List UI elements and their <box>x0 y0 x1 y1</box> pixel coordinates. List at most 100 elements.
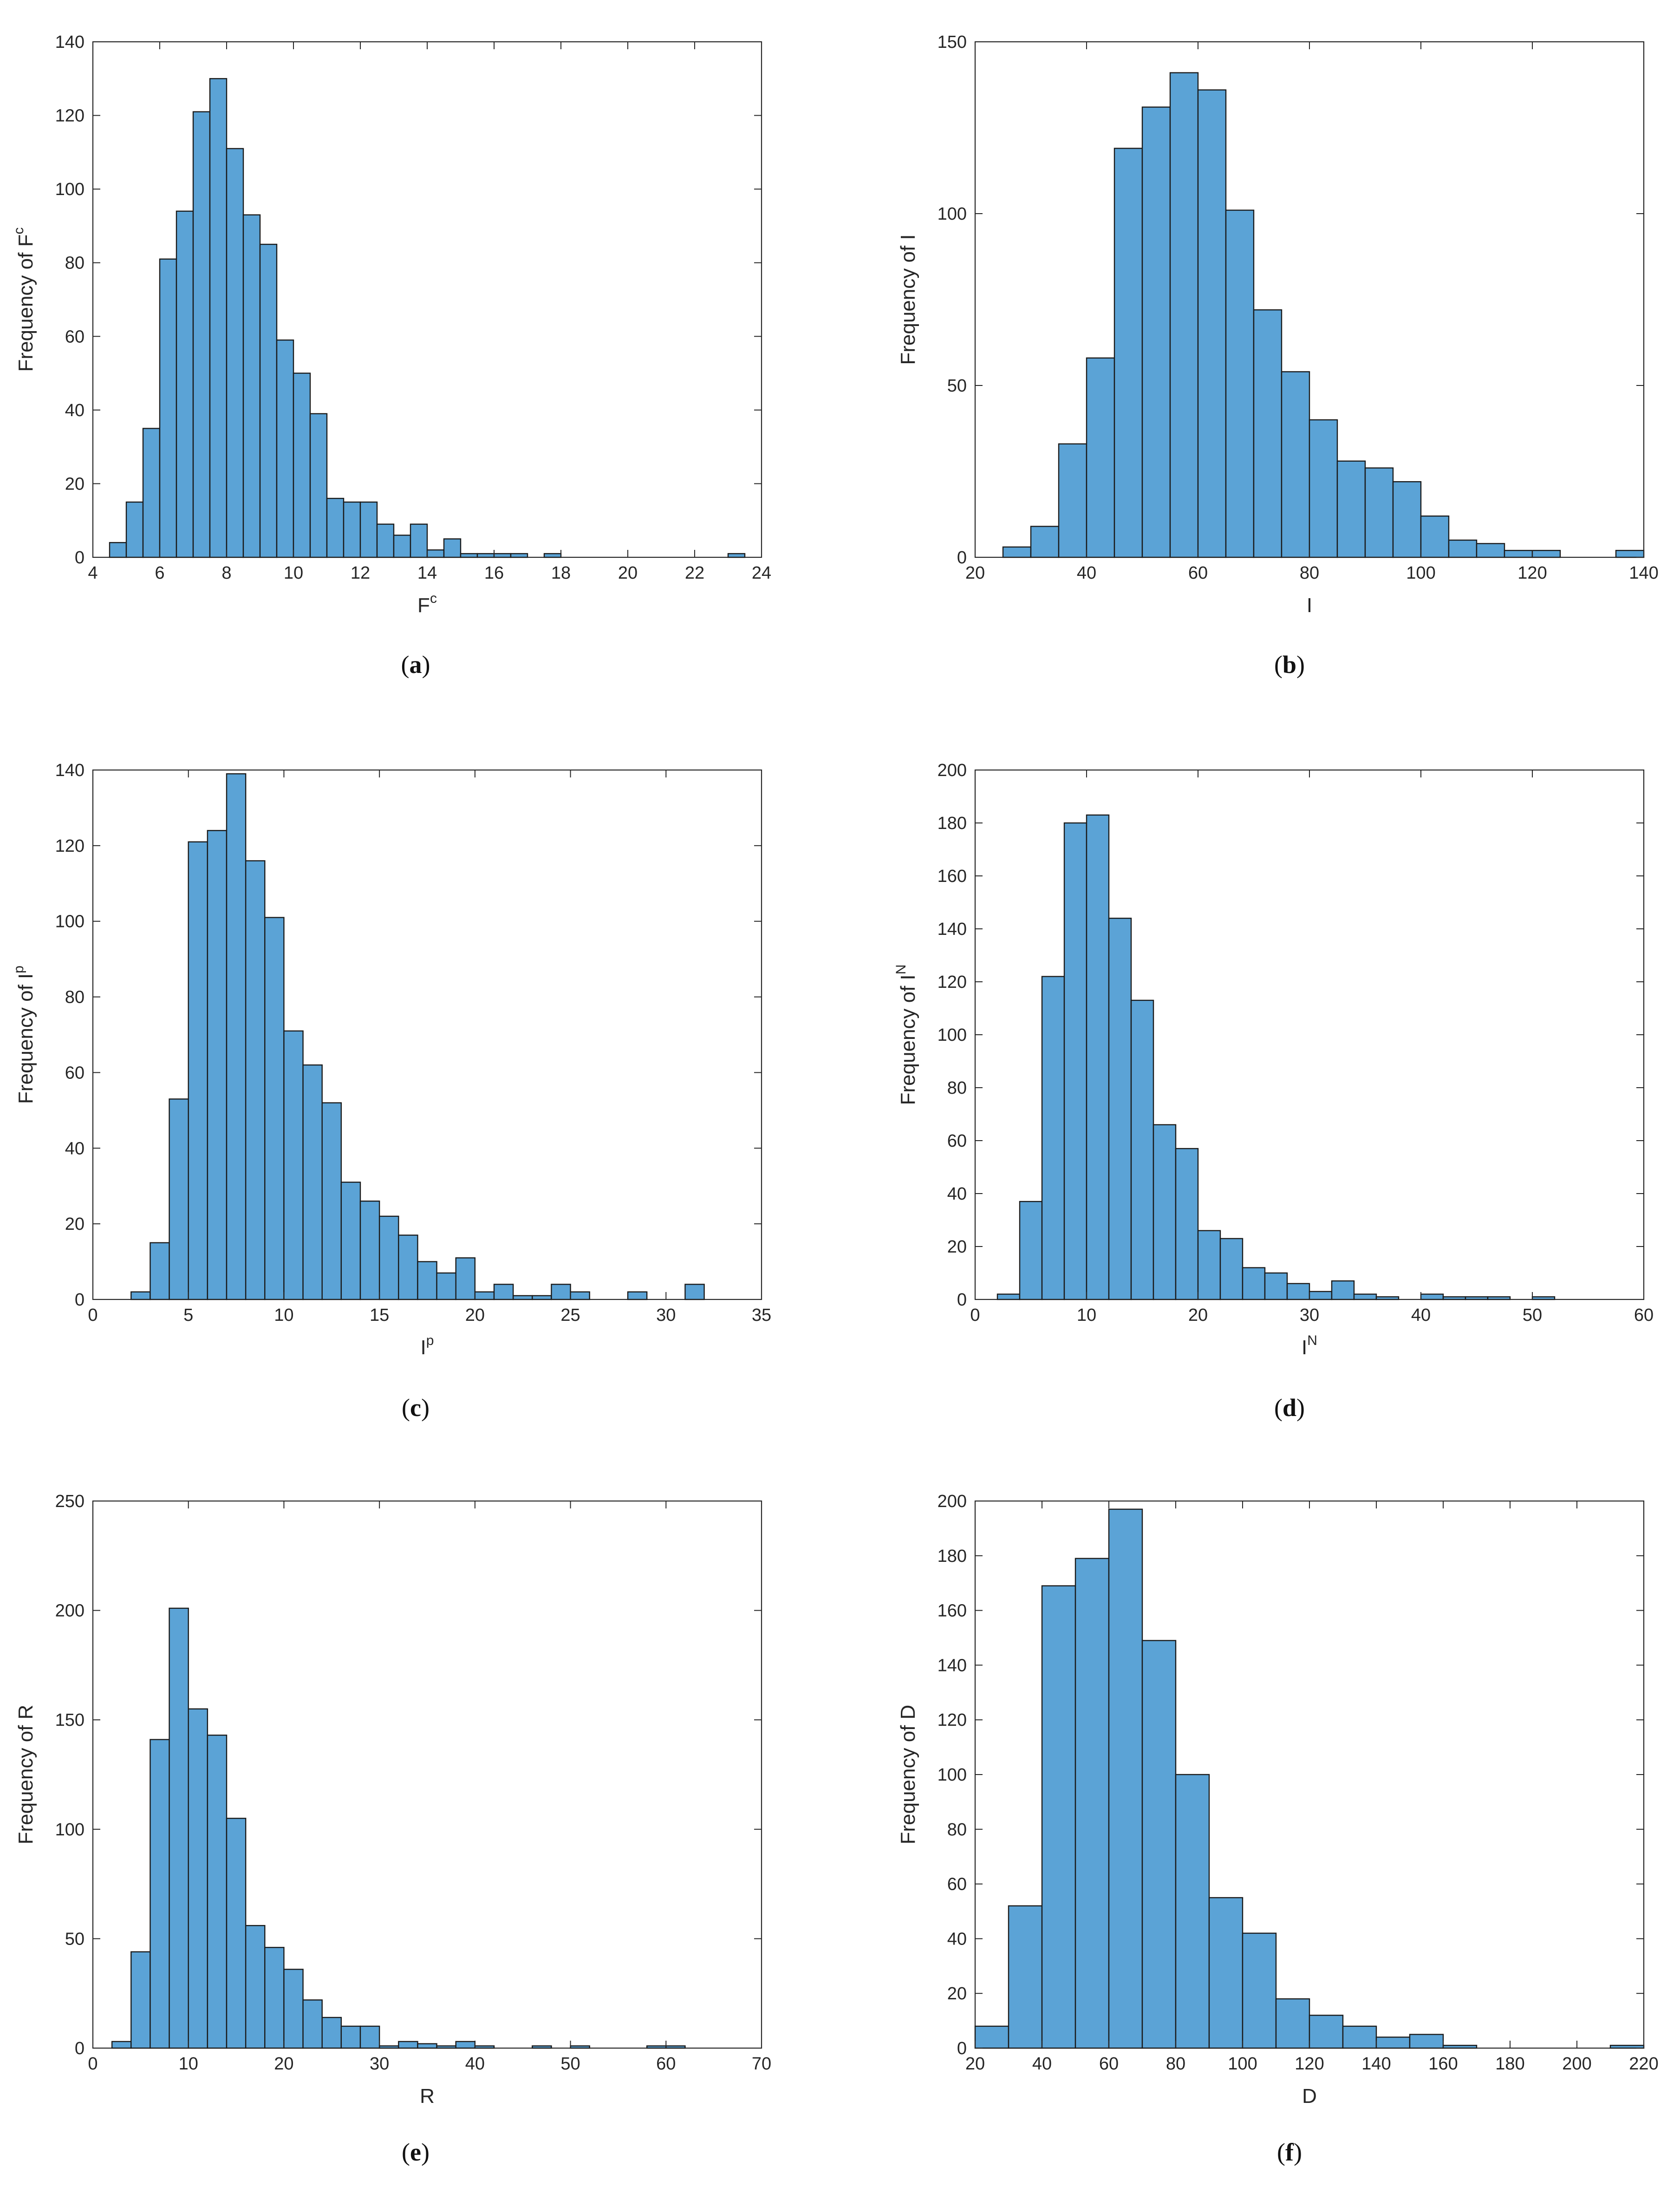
histogram-bar <box>1197 1230 1221 1300</box>
histogram-bar <box>627 1291 648 1300</box>
histogram-bar <box>1074 1558 1110 2049</box>
histogram-bar <box>1531 1296 1556 1300</box>
y-axis-label: Frequency of R <box>14 1705 37 1845</box>
histogram-bar <box>1197 89 1227 558</box>
histogram-bar <box>1058 443 1087 558</box>
x-tick-label: 35 <box>752 1305 771 1325</box>
histogram-bar <box>1169 72 1199 558</box>
histogram-bar <box>1448 539 1478 558</box>
histogram-bar <box>264 1947 285 2049</box>
histogram-bar <box>1331 1280 1355 1300</box>
x-tick-label: 30 <box>656 1305 676 1325</box>
y-tick-label: 100 <box>938 1765 967 1785</box>
x-tick-label: 20 <box>618 563 638 583</box>
panel-caption-c: (c) <box>402 1394 430 1422</box>
histogram-bar <box>1242 1267 1266 1300</box>
x-axis-label-base: D <box>1302 2085 1317 2108</box>
histogram-bar <box>188 841 208 1300</box>
x-tick-label: 30 <box>1300 1305 1319 1325</box>
x-tick-label: 80 <box>1300 563 1319 583</box>
x-axis-label-superscript: p <box>426 1333 434 1348</box>
x-tick-label: 10 <box>179 2054 198 2074</box>
y-axis-label-base: Frequency of I <box>897 974 919 1105</box>
y-tick-label: 40 <box>947 1929 967 1949</box>
histogram-bar <box>1002 546 1032 558</box>
y-tick-label: 80 <box>947 1078 967 1098</box>
histogram-bar <box>974 2025 1009 2049</box>
x-axis-label: IN <box>1302 1333 1317 1359</box>
histogram-bar <box>1041 976 1065 1300</box>
histogram-bar <box>436 1272 456 1300</box>
histogram-bar <box>264 917 285 1300</box>
histogram-bar <box>150 1739 170 2049</box>
histogram-bar <box>1113 148 1143 558</box>
histogram-bar <box>302 1999 323 2049</box>
histogram-bar <box>1019 1201 1043 1300</box>
x-tick-label: 60 <box>1634 1305 1654 1325</box>
x-tick-label: 15 <box>370 1305 389 1325</box>
histogram-bar <box>417 2043 437 2049</box>
y-tick-label: 60 <box>65 327 85 346</box>
histogram-bar <box>109 542 127 558</box>
x-tick-label: 5 <box>183 1305 193 1325</box>
histogram-bar <box>1442 2044 1478 2049</box>
histogram-c: 0 5 10 15 20 25 30 35020406080100120140IpFreque… <box>11 761 771 1359</box>
histogram-bar <box>1141 106 1171 558</box>
histogram-bar <box>1309 2015 1344 2049</box>
x-tick-label: 100 <box>1228 2054 1257 2074</box>
y-tick-label: 140 <box>938 920 967 939</box>
y-axis-label: Frequency of Ip <box>11 966 37 1104</box>
histogram-bar <box>1063 822 1087 1300</box>
y-tick-label: 20 <box>947 1237 967 1257</box>
histogram-bar <box>340 2025 361 2049</box>
y-tick-label: 140 <box>938 1656 967 1675</box>
histogram-bar <box>1275 1998 1310 2049</box>
panel-e: 0 10 20 30 40 50 60 70 0 50 100 150 200 250 R Frequency… <box>0 1462 840 2193</box>
panel-a: 4 6 8 10 12 14 16 18 20 22 24 0 20 40 60 80 100 120 140 Fc F… <box>0 0 840 731</box>
x-tick-label: 70 <box>752 2054 771 2074</box>
y-tick-label: 250 <box>55 1492 85 1511</box>
histogram-bar <box>543 553 562 558</box>
histogram-bar <box>551 1284 571 1300</box>
x-axis-label-superscript: N <box>1307 1333 1317 1348</box>
histogram-bar <box>455 1257 476 1300</box>
histogram-bar <box>226 1818 247 2049</box>
x-axis-label-base: I <box>1302 1336 1307 1359</box>
x-tick-label: 14 <box>417 563 437 583</box>
x-tick-label: 40 <box>1032 2054 1052 2074</box>
histogram-bar <box>727 553 746 558</box>
histogram-bar <box>1309 1291 1333 1300</box>
y-tick-label: 60 <box>947 1131 967 1151</box>
histogram-bar <box>188 1708 208 2049</box>
y-axis-label-base: Frequency of I <box>14 973 37 1104</box>
histogram-bar <box>1392 481 1422 558</box>
histogram-bar <box>1615 549 1645 558</box>
histogram-bar <box>410 523 428 558</box>
histogram-bar <box>570 2045 590 2049</box>
panel-caption-f: (f) <box>1277 2138 1302 2166</box>
histogram-bar <box>436 2045 456 2049</box>
y-tick-label: 20 <box>65 474 85 494</box>
y-tick-label: 0 <box>957 2039 967 2058</box>
histogram-bar <box>1086 357 1115 558</box>
histogram-a: 4 6 8 10 12 14 16 18 20 22 24020406080100120140FcF… <box>11 33 771 617</box>
histogram-bar <box>1175 1148 1199 1300</box>
y-tick-label: 160 <box>938 1601 967 1621</box>
x-axis-label-superscript: c <box>430 591 437 606</box>
y-tick-label: 120 <box>55 836 85 856</box>
y-tick-label: 80 <box>65 988 85 1007</box>
x-tick-label: 18 <box>551 563 571 583</box>
x-tick-label: 20 <box>965 563 985 583</box>
x-tick-label: 25 <box>560 1305 580 1325</box>
y-axis-label: Frequency of D <box>897 1705 919 1845</box>
histogram-bar <box>443 538 462 558</box>
y-tick-label: 150 <box>55 1710 85 1730</box>
panel-caption-b: (b) <box>1274 651 1305 679</box>
histogram-bar <box>321 2017 342 2049</box>
histogram-bar <box>646 2045 667 2049</box>
x-axis-label-base: R <box>420 2085 435 2108</box>
histogram-bar <box>426 549 445 558</box>
x-tick-label: 20 <box>465 1305 485 1325</box>
histogram-bar <box>169 1098 189 1300</box>
histogram-bar <box>130 1291 151 1300</box>
